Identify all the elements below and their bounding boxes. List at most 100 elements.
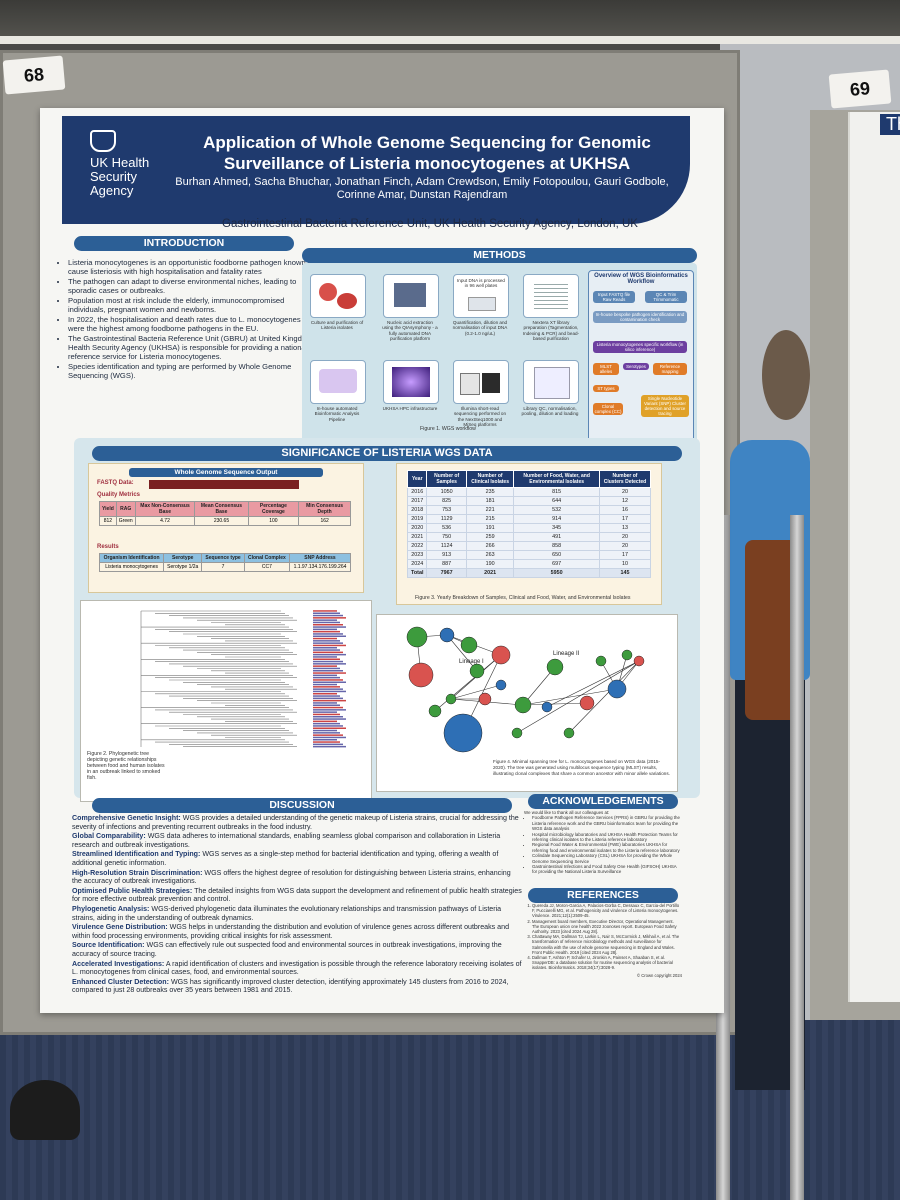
intro-bullet: Listeria monocytogenes is an opportunist… — [68, 258, 318, 276]
yearly-value-cell: 750 — [426, 532, 467, 542]
acknowledgements-text: We would like to thank all our colleague… — [524, 810, 682, 875]
phylogenetic-tree-figure: Figure 2. Phylogenetic tree depicting ge… — [80, 600, 372, 802]
method-step-image — [310, 360, 366, 404]
discussion-point-heading: Enhanced Cluster Detection: — [72, 977, 169, 986]
mst-node — [495, 679, 507, 691]
yearly-value-cell: 2017 — [406, 496, 428, 506]
logo-line: UK Health — [90, 155, 150, 170]
method-step-image — [310, 274, 366, 318]
mst-edge — [568, 660, 640, 734]
discussion-point: Streamlined Identification and Typing: W… — [72, 850, 522, 867]
yearly-value-cell: Total — [406, 568, 428, 578]
tree-tip-label — [313, 658, 340, 660]
agar-plate-icon — [337, 293, 357, 309]
discussion-list: Comprehensive Genetic Insight: WGS provi… — [72, 814, 522, 996]
board-number-tag: 68 — [2, 55, 66, 95]
tree-tip-label — [313, 734, 343, 736]
method-step-image — [523, 274, 579, 318]
results-header-cell: SNP Address — [288, 553, 352, 563]
quality-value-cell: 162 — [298, 516, 351, 526]
yearly-value-cell: 181 — [465, 496, 515, 506]
mst-node — [546, 658, 564, 676]
tree-tip-label — [313, 690, 346, 693]
discussion-point-text: The detailed insights from WGS data supp… — [72, 886, 522, 904]
method-step-image — [453, 360, 509, 404]
table-row: 2020 536 191 345 13 — [406, 523, 652, 533]
tree-tip-label — [313, 637, 337, 640]
tree-tip-label — [313, 633, 343, 635]
tree-tip-label — [313, 688, 343, 690]
discussion-point: Comprehensive Genetic Insight: WGS provi… — [72, 814, 522, 831]
ukhsa-logo: UK Health Security Agency — [90, 130, 160, 198]
table-row: 2021 750 259 491 20 — [406, 532, 652, 542]
yearly-value-cell: 858 — [513, 541, 600, 551]
workflow-step: Input FASTQ file Raw Reads — [593, 291, 635, 303]
yearly-value-cell: 887 — [426, 559, 467, 569]
intro-bullet: The pathogen can adapt to diverse enviro… — [68, 277, 318, 295]
tree-tip-label — [313, 736, 346, 739]
board-stand-pole-right — [790, 515, 804, 1200]
mst-node — [428, 704, 442, 718]
reference-list: Quereda JJ, Moron-Garcia A, Palacios-Gor… — [524, 903, 682, 971]
yearly-value-cell: 235 — [465, 487, 515, 497]
yearly-value-cell: 2023 — [406, 550, 428, 560]
discussion-point-text: WGS offers the highest degree of resolut… — [72, 868, 511, 886]
yearly-value-cell: 259 — [465, 532, 515, 542]
ack-item: Hospital microbiology laboratories and U… — [532, 832, 682, 843]
results-label: Results — [97, 544, 119, 550]
yearly-value-cell: 2016 — [406, 487, 428, 497]
yearly-value-cell: 815 — [513, 487, 600, 497]
logo-line: Agency — [90, 183, 134, 198]
introduction-heading: INTRODUCTION — [74, 236, 294, 251]
tree-tip-label — [313, 653, 346, 656]
method-step-caption: Library QC, normalisation, pooling, dilu… — [521, 406, 579, 417]
fastq-label: FASTQ Data: — [97, 480, 134, 486]
reference-item: Management board members, Executive Dire… — [532, 919, 682, 935]
ack-item: Gastrointestinal Infections and Food Saf… — [532, 864, 682, 875]
tree-tip-label — [313, 727, 346, 729]
yearly-value-cell: 20 — [598, 532, 652, 542]
tree-tip-label — [313, 711, 337, 713]
discussion-point: Enhanced Cluster Detection: WGS has sign… — [72, 978, 522, 995]
tree-tip-label — [313, 693, 337, 695]
yearly-value-cell: 2019 — [406, 514, 428, 524]
library-qc-icon — [534, 367, 570, 399]
well-plate-icon — [468, 297, 496, 311]
yearly-value-cell: 7967 — [426, 568, 467, 578]
tree-tip-label — [313, 670, 343, 672]
method-step-caption: Illumina short-read sequencing performed… — [453, 406, 507, 427]
yearly-value-cell: 2021 — [406, 532, 428, 542]
tree-tip-label — [313, 702, 337, 704]
quality-value-cell: 100 — [247, 516, 300, 526]
quality-header-cell: Mean Consensus Base — [194, 501, 249, 517]
yearly-header-cell: Number of Samples — [426, 470, 467, 488]
method-step-image — [383, 274, 439, 318]
lineage-label: Lineage II — [553, 651, 580, 657]
yearly-value-cell: 536 — [426, 523, 467, 533]
mst-edge — [522, 666, 556, 706]
discussion-point-heading: Global Comparability: — [72, 832, 146, 841]
tree-tip-label — [313, 709, 346, 711]
next-poster-title: The — [880, 114, 900, 135]
discussion-point: Phylogenetic Analysis: WGS-derived phylo… — [72, 905, 522, 922]
tree-tip-label — [313, 704, 340, 706]
references-heading: REFERENCES — [528, 888, 678, 903]
tree-tip-label — [313, 741, 340, 743]
yearly-value-cell: 20 — [598, 487, 652, 497]
yearly-value-cell: 17 — [598, 514, 652, 524]
tree-tip-label — [313, 732, 340, 734]
fastq-strip — [149, 480, 299, 489]
quality-header-cell: Max Non-Consensus Base — [134, 501, 196, 517]
tree-tip-label — [313, 695, 340, 697]
intro-bullet: In 2022, the hospitalisation and death r… — [68, 315, 318, 333]
discussion-point-heading: Streamlined Identification and Typing: — [72, 850, 201, 859]
pipeline-icon — [319, 369, 357, 393]
ceiling-light — [0, 36, 900, 44]
figure-2-caption: Figure 2. Phylogenetic tree depicting ge… — [87, 751, 165, 781]
results-header-cell: Clonal Complex — [243, 553, 290, 563]
workflow-step: Single Nucleotide Variant (SNP) Cluster … — [641, 395, 689, 417]
discussion-point-text: WGS helps in understanding the distribut… — [72, 923, 510, 940]
intro-bullet: The Gastrointestinal Bacteria Reference … — [68, 334, 318, 361]
logo-line: Security — [90, 169, 137, 184]
discussion-point-heading: Phylogenetic Analysis: — [72, 904, 150, 913]
